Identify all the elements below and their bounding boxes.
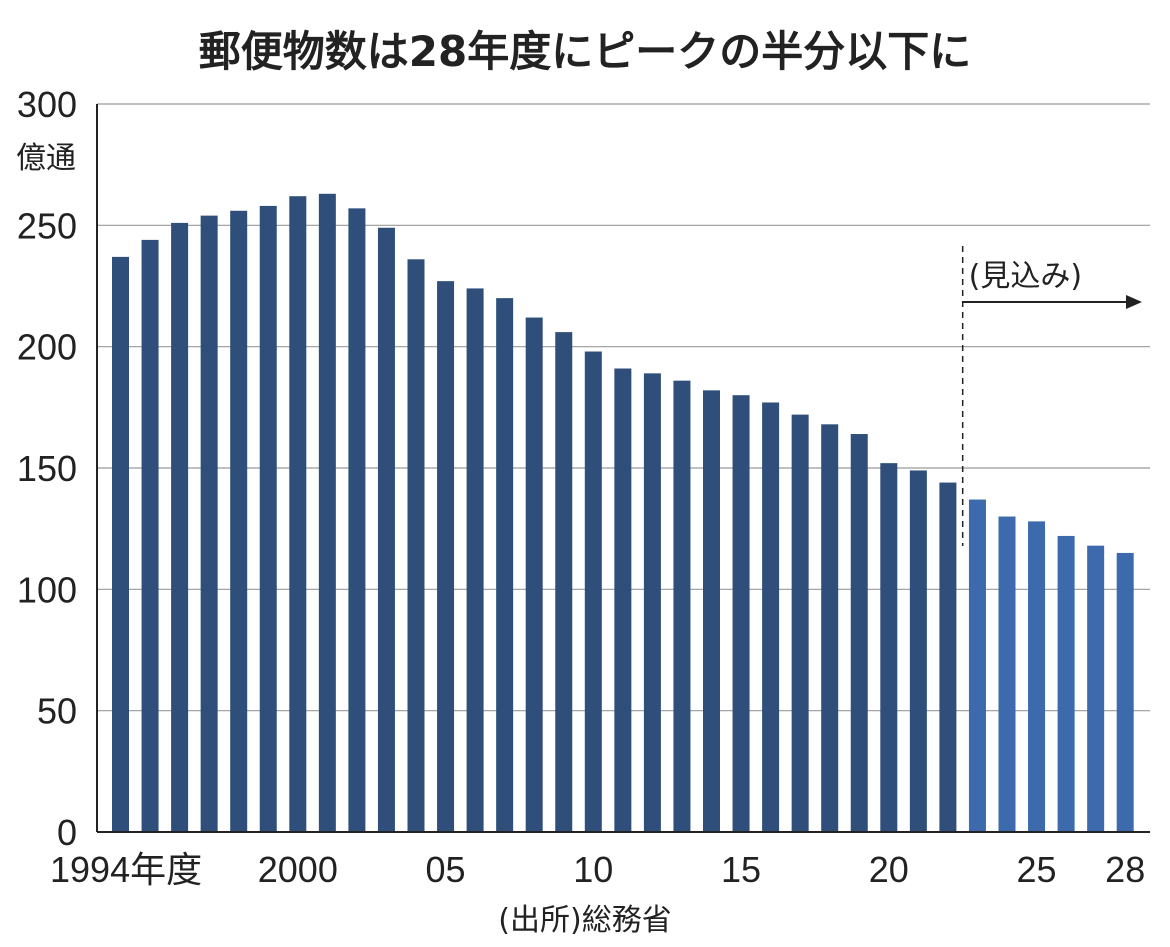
bar [880,463,898,832]
x-tick-label: 25 [1017,849,1057,890]
bar [732,395,750,832]
bar [112,256,129,832]
bar [525,317,543,833]
x-tick-label: 10 [573,849,613,890]
bar [968,499,986,832]
bar [200,215,218,833]
bar [171,222,189,832]
bar [348,208,366,832]
bar [703,390,720,832]
x-tick-label: 28 [1105,849,1145,890]
bar [584,351,602,832]
bar [1028,521,1046,832]
x-tick-label: 2000 [258,849,338,890]
bar [673,380,691,832]
bar [555,332,573,832]
bar [939,482,957,832]
bar [909,470,927,832]
forecast-arrow-head [1126,295,1142,309]
y-axis-unit: 億通 [16,141,76,176]
bar [377,227,395,832]
bar [466,288,484,833]
bar [762,402,780,832]
x-tick-label: 15 [721,849,761,890]
bar [643,373,661,832]
bar [1057,535,1075,832]
x-axis-ticks: 1994年度 2000 05 10 15 20 25 28 [50,849,1145,890]
x-tick-label: 20 [869,849,909,890]
bar [289,196,307,833]
bar [496,298,514,833]
chart-title: 郵便物数は28年度にピークの半分以下に [199,27,971,76]
bar [1116,552,1134,832]
bar [791,414,809,832]
y-tick-label: 50 [37,691,77,732]
bar [318,193,336,832]
bar [437,281,455,832]
x-tick-label: 05 [426,849,466,890]
bar [259,205,277,833]
y-tick-label: 150 [17,448,77,489]
bars [112,193,1134,833]
bar [821,424,839,832]
bar [407,259,425,833]
bar [998,516,1016,832]
bar [230,210,248,833]
source-note: (出所)総務省 [498,903,671,938]
y-tick-label: 200 [17,327,77,368]
bar [850,434,868,832]
y-axis-ticks: 0 50 100 150 200 250 300 [17,84,77,853]
bar [1087,545,1105,832]
x-tick-label: 1994年度 [50,849,202,890]
forecast-label: (見込み) [969,259,1082,294]
y-tick-label: 250 [17,205,77,246]
y-tick-label: 0 [57,812,77,853]
bar [141,239,159,833]
y-tick-label: 300 [17,84,77,125]
bar [614,368,632,832]
y-tick-label: 100 [17,569,77,610]
